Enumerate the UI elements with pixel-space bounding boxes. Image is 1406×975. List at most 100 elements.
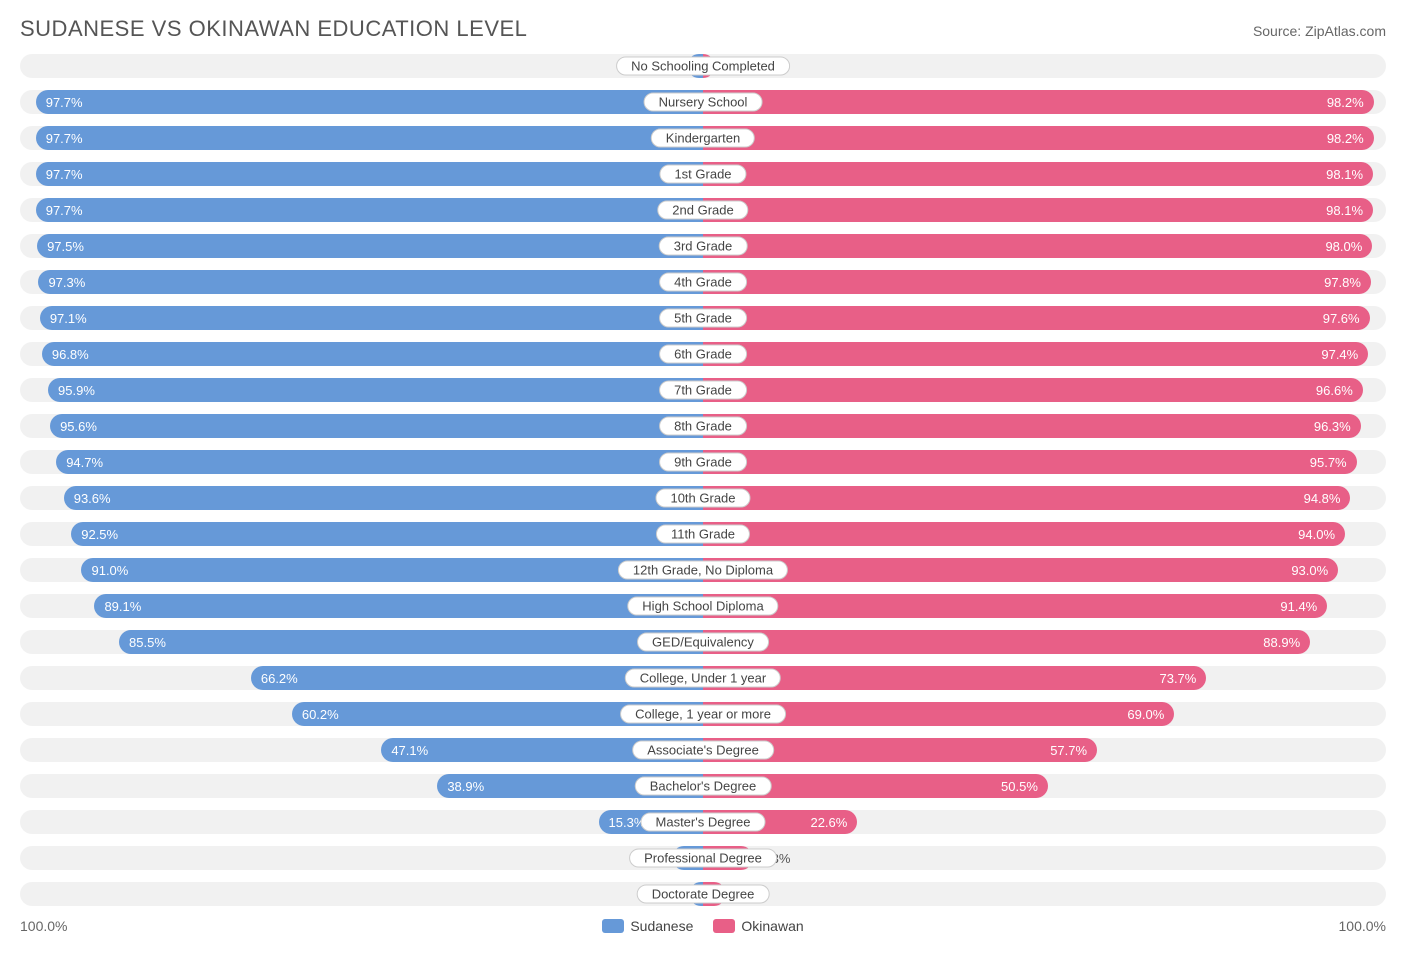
category-label: 7th Grade bbox=[659, 381, 747, 400]
category-label: High School Diploma bbox=[627, 597, 778, 616]
category-label: 10th Grade bbox=[655, 489, 750, 508]
row-half-right: 22.6% bbox=[703, 810, 1386, 834]
bar-value-right: 73.7% bbox=[1149, 671, 1206, 686]
legend-item-right: Okinawan bbox=[713, 918, 803, 934]
chart-title: SUDANESE VS OKINAWAN EDUCATION LEVEL bbox=[20, 16, 527, 42]
row-half-right: 97.4% bbox=[703, 342, 1386, 366]
chart-row: 95.9%96.6%7th Grade bbox=[20, 378, 1386, 402]
chart-row: 15.3% 22.6% Master's Degree bbox=[20, 810, 1386, 834]
row-half-left: 2.3% bbox=[20, 54, 703, 78]
row-half-left: 85.5% bbox=[20, 630, 703, 654]
bar-left: 97.3% bbox=[38, 270, 703, 294]
row-half-left: 97.7% bbox=[20, 90, 703, 114]
category-label: 2nd Grade bbox=[657, 201, 748, 220]
category-label: Master's Degree bbox=[641, 813, 766, 832]
row-half-right: 97.6% bbox=[703, 306, 1386, 330]
legend: Sudanese Okinawan bbox=[602, 918, 803, 934]
chart-row: 97.7% 98.2% Kindergarten bbox=[20, 126, 1386, 150]
chart-row: 92.5%94.0%11th Grade bbox=[20, 522, 1386, 546]
category-label: College, Under 1 year bbox=[625, 669, 781, 688]
row-half-left: 97.7% bbox=[20, 162, 703, 186]
bar-right: 98.2% bbox=[703, 126, 1374, 150]
chart-row: 97.7%98.1%2nd Grade bbox=[20, 198, 1386, 222]
chart-row: 60.2%69.0%College, 1 year or more bbox=[20, 702, 1386, 726]
row-half-left: 93.6% bbox=[20, 486, 703, 510]
row-half-right: 3.3% bbox=[703, 882, 1386, 906]
bar-value-right: 22.6% bbox=[800, 815, 857, 830]
bar-value-left: 95.9% bbox=[48, 383, 105, 398]
category-label: Doctorate Degree bbox=[637, 885, 770, 904]
category-label: Bachelor's Degree bbox=[635, 777, 772, 796]
category-label: 1st Grade bbox=[659, 165, 746, 184]
bar-right: 91.4% bbox=[703, 594, 1327, 618]
bar-value-left: 38.9% bbox=[437, 779, 494, 794]
row-half-right: 7.3% bbox=[703, 846, 1386, 870]
chart-row: 97.7% 98.2%Nursery School bbox=[20, 90, 1386, 114]
row-half-right: 57.7% bbox=[703, 738, 1386, 762]
bar-value-left: 92.5% bbox=[71, 527, 128, 542]
bar-value-left: 97.1% bbox=[40, 311, 97, 326]
diverging-bar-chart: 2.3%1.8%No Schooling Completed97.7%98.2%… bbox=[20, 54, 1386, 906]
bar-value-right: 95.7% bbox=[1300, 455, 1357, 470]
bar-value-right: 97.8% bbox=[1314, 275, 1371, 290]
bar-value-left: 97.7% bbox=[36, 167, 93, 182]
bar-value-right: 94.0% bbox=[1288, 527, 1345, 542]
bar-left: 85.5% bbox=[119, 630, 703, 654]
bar-right: 94.0% bbox=[703, 522, 1345, 546]
bar-value-right: 98.2% bbox=[1317, 131, 1374, 146]
bar-value-right: 98.1% bbox=[1316, 203, 1373, 218]
category-label: Nursery School bbox=[644, 93, 763, 112]
row-half-left: 60.2% bbox=[20, 702, 703, 726]
bar-value-left: 66.2% bbox=[251, 671, 308, 686]
bar-value-left: 97.5% bbox=[37, 239, 94, 254]
row-half-left: 97.7% bbox=[20, 126, 703, 150]
row-half-right: 97.8% bbox=[703, 270, 1386, 294]
row-half-right: 50.5% bbox=[703, 774, 1386, 798]
row-half-right: 98.2% bbox=[703, 126, 1386, 150]
row-half-left: 2.1% bbox=[20, 882, 703, 906]
chart-row: 4.6%7.3%Professional Degree bbox=[20, 846, 1386, 870]
category-label: 5th Grade bbox=[659, 309, 747, 328]
bar-left: 97.5% bbox=[37, 234, 703, 258]
chart-row: 38.9% 50.5%Bachelor's Degree bbox=[20, 774, 1386, 798]
bar-value-right: 91.4% bbox=[1270, 599, 1327, 614]
row-half-left: 94.7% bbox=[20, 450, 703, 474]
bar-left: 93.6% bbox=[64, 486, 703, 510]
bar-value-left: 94.7% bbox=[56, 455, 113, 470]
bar-right: 98.0% bbox=[703, 234, 1372, 258]
chart-row: 89.1%91.4%High School Diploma bbox=[20, 594, 1386, 618]
row-half-left: 91.0% bbox=[20, 558, 703, 582]
chart-source: Source: ZipAtlas.com bbox=[1253, 23, 1386, 39]
bar-value-right: 97.6% bbox=[1313, 311, 1370, 326]
legend-item-left: Sudanese bbox=[602, 918, 693, 934]
row-half-right: 94.8% bbox=[703, 486, 1386, 510]
category-label: Associate's Degree bbox=[632, 741, 774, 760]
row-half-left: 92.5% bbox=[20, 522, 703, 546]
bar-value-left: 93.6% bbox=[64, 491, 121, 506]
bar-left: 96.8% bbox=[42, 342, 703, 366]
chart-row: 95.6%96.3%8th Grade bbox=[20, 414, 1386, 438]
chart-row: 66.2% 73.7% College, Under 1 year bbox=[20, 666, 1386, 690]
category-label: Kindergarten bbox=[651, 129, 755, 148]
bar-left: 92.5% bbox=[71, 522, 703, 546]
bar-right: 98.2% bbox=[703, 90, 1374, 114]
bar-left: 94.7% bbox=[56, 450, 703, 474]
bar-value-left: 91.0% bbox=[81, 563, 138, 578]
bar-right: 96.3% bbox=[703, 414, 1361, 438]
legend-swatch-right bbox=[713, 919, 735, 933]
axis-label-left: 100.0% bbox=[20, 918, 67, 934]
category-label: Professional Degree bbox=[629, 849, 777, 868]
bar-value-left: 97.3% bbox=[38, 275, 95, 290]
chart-row: 91.0%93.0%12th Grade, No Diploma bbox=[20, 558, 1386, 582]
row-half-right: 91.4% bbox=[703, 594, 1386, 618]
row-half-right: 98.2% bbox=[703, 90, 1386, 114]
row-half-left: 15.3% bbox=[20, 810, 703, 834]
bar-value-left: 97.7% bbox=[36, 95, 93, 110]
axis-label-right: 100.0% bbox=[1339, 918, 1386, 934]
category-label: No Schooling Completed bbox=[616, 57, 790, 76]
row-half-right: 98.0% bbox=[703, 234, 1386, 258]
chart-row: 96.8%97.4%6th Grade bbox=[20, 342, 1386, 366]
row-half-right: 95.7% bbox=[703, 450, 1386, 474]
bar-value-right: 97.4% bbox=[1311, 347, 1368, 362]
bar-right: 97.6% bbox=[703, 306, 1370, 330]
